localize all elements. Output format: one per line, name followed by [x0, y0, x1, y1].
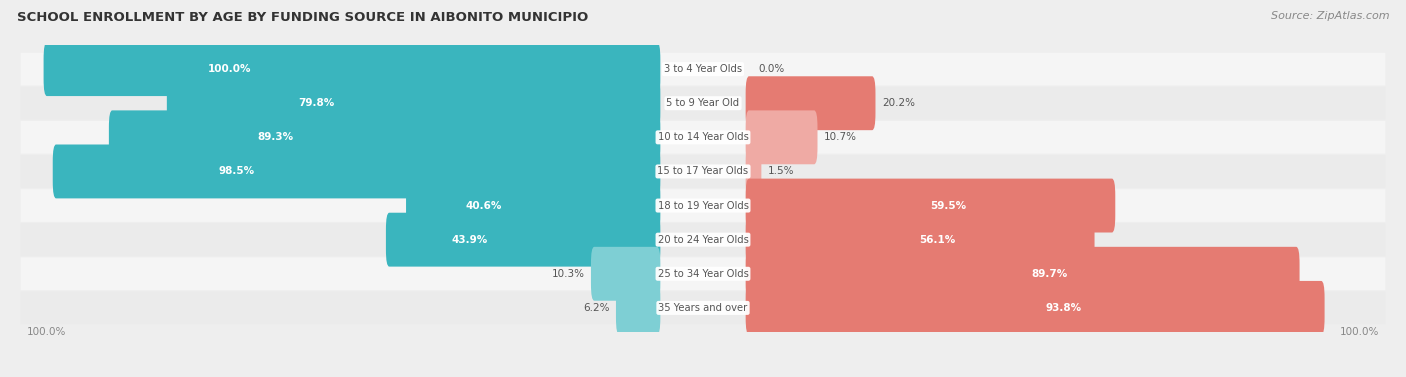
Text: SCHOOL ENROLLMENT BY AGE BY FUNDING SOURCE IN AIBONITO MUNICIPIO: SCHOOL ENROLLMENT BY AGE BY FUNDING SOUR…	[17, 11, 588, 24]
FancyBboxPatch shape	[21, 87, 1385, 120]
Text: 100.0%: 100.0%	[27, 328, 66, 337]
Text: 1.5%: 1.5%	[768, 166, 794, 176]
FancyBboxPatch shape	[385, 213, 661, 267]
FancyBboxPatch shape	[44, 42, 661, 96]
Text: 56.1%: 56.1%	[920, 234, 955, 245]
Text: 98.5%: 98.5%	[218, 166, 254, 176]
Text: 40.6%: 40.6%	[465, 201, 502, 211]
Text: 15 to 17 Year Olds: 15 to 17 Year Olds	[658, 166, 748, 176]
Text: 100.0%: 100.0%	[208, 64, 252, 74]
Text: 89.3%: 89.3%	[257, 132, 294, 143]
FancyBboxPatch shape	[21, 121, 1385, 154]
FancyBboxPatch shape	[745, 281, 1324, 335]
Text: 10.3%: 10.3%	[551, 269, 585, 279]
FancyBboxPatch shape	[745, 110, 817, 164]
Text: 20 to 24 Year Olds: 20 to 24 Year Olds	[658, 234, 748, 245]
Text: 59.5%: 59.5%	[931, 201, 967, 211]
FancyBboxPatch shape	[53, 144, 661, 198]
Text: 3 to 4 Year Olds: 3 to 4 Year Olds	[664, 64, 742, 74]
Text: 0.0%: 0.0%	[759, 64, 785, 74]
Text: 20.2%: 20.2%	[882, 98, 915, 108]
Text: 100.0%: 100.0%	[1340, 328, 1379, 337]
FancyBboxPatch shape	[591, 247, 661, 301]
FancyBboxPatch shape	[21, 257, 1385, 290]
Text: 35 Years and over: 35 Years and over	[658, 303, 748, 313]
Text: 25 to 34 Year Olds: 25 to 34 Year Olds	[658, 269, 748, 279]
Text: 6.2%: 6.2%	[583, 303, 609, 313]
Text: 43.9%: 43.9%	[451, 234, 488, 245]
FancyBboxPatch shape	[616, 281, 661, 335]
FancyBboxPatch shape	[745, 144, 762, 198]
FancyBboxPatch shape	[745, 179, 1115, 233]
FancyBboxPatch shape	[21, 291, 1385, 324]
Text: 10.7%: 10.7%	[824, 132, 858, 143]
Text: 18 to 19 Year Olds: 18 to 19 Year Olds	[658, 201, 748, 211]
Text: 10 to 14 Year Olds: 10 to 14 Year Olds	[658, 132, 748, 143]
FancyBboxPatch shape	[21, 223, 1385, 256]
FancyBboxPatch shape	[406, 179, 661, 233]
Text: Source: ZipAtlas.com: Source: ZipAtlas.com	[1271, 11, 1389, 21]
Text: 89.7%: 89.7%	[1032, 269, 1069, 279]
FancyBboxPatch shape	[745, 213, 1094, 267]
FancyBboxPatch shape	[21, 189, 1385, 222]
FancyBboxPatch shape	[745, 76, 876, 130]
FancyBboxPatch shape	[108, 110, 661, 164]
FancyBboxPatch shape	[745, 247, 1299, 301]
FancyBboxPatch shape	[21, 155, 1385, 188]
FancyBboxPatch shape	[21, 53, 1385, 86]
Text: 93.8%: 93.8%	[1046, 303, 1081, 313]
FancyBboxPatch shape	[167, 76, 661, 130]
Text: 79.8%: 79.8%	[298, 98, 335, 108]
Text: 5 to 9 Year Old: 5 to 9 Year Old	[666, 98, 740, 108]
